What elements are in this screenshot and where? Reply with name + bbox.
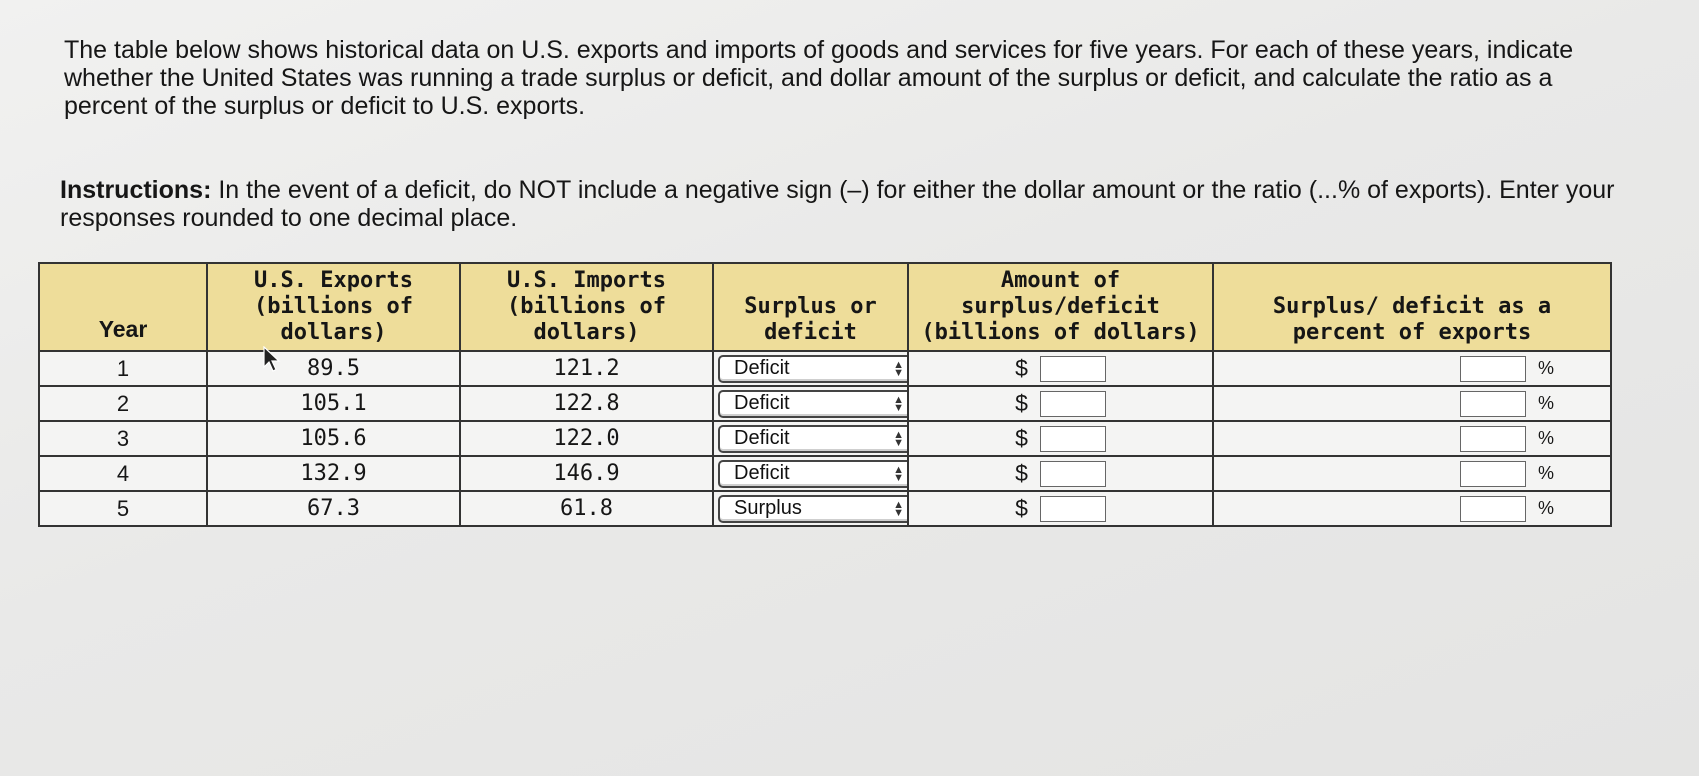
percent-sign: %: [1537, 428, 1554, 448]
amount-input[interactable]: [1039, 495, 1106, 522]
trade-table: Year U.S. Exports (billions of dollars) …: [38, 262, 1612, 527]
mouse-pointer-icon: [263, 346, 281, 372]
percent-cell: %: [1212, 350, 1612, 387]
percent-sign: %: [1537, 358, 1554, 378]
year-cell: 2: [38, 385, 208, 422]
surplus-deficit-select[interactable]: Deficit ▲ ▼: [718, 459, 914, 488]
percent-input[interactable]: [1459, 355, 1526, 382]
instructions-text: In the event of a deficit, do NOT includ…: [60, 176, 1615, 232]
exports-cell: 105.6: [206, 420, 461, 457]
imports-cell: 122.8: [459, 385, 714, 422]
percent-cell: %: [1212, 420, 1612, 457]
amount-cell: $: [907, 490, 1214, 527]
surplus-deficit-select[interactable]: Deficit ▲ ▼: [718, 389, 914, 418]
up-down-chevron-icon: ▲ ▼: [893, 393, 904, 414]
amount-cell: $: [907, 350, 1214, 387]
select-value: Deficit: [734, 427, 790, 449]
dollar-sign: $: [1015, 355, 1028, 381]
select-value: Surplus: [734, 497, 802, 519]
percent-input[interactable]: [1459, 390, 1526, 417]
table-row: 2 105.1 122.8 Deficit ▲ ▼ $: [38, 385, 1612, 422]
year-cell: 1: [38, 350, 208, 387]
up-down-chevron-icon: ▲ ▼: [893, 463, 904, 484]
percent-sign: %: [1537, 498, 1554, 518]
amount-input[interactable]: [1039, 460, 1106, 487]
instructions-label: Instructions:: [60, 176, 212, 204]
header-exports: U.S. Exports (billions of dollars): [206, 262, 461, 352]
up-down-chevron-icon: ▲ ▼: [893, 358, 904, 379]
exports-cell: 105.1: [206, 385, 461, 422]
amount-cell: $: [907, 420, 1214, 457]
selection-cell: Deficit ▲ ▼: [712, 455, 914, 492]
amount-input[interactable]: [1039, 425, 1106, 452]
header-year: Year: [38, 262, 208, 352]
year-cell: 4: [38, 455, 208, 492]
selection-cell: Deficit ▲ ▼: [712, 420, 914, 457]
question-intro: The table below shows historical data on…: [64, 36, 1574, 120]
select-value: Deficit: [734, 462, 790, 484]
dollar-sign: $: [1015, 460, 1028, 486]
dollar-sign: $: [1015, 425, 1028, 451]
select-value: Deficit: [734, 392, 790, 414]
exports-cell: 67.3: [206, 490, 461, 527]
percent-sign: %: [1537, 393, 1554, 413]
selection-cell: Deficit ▲ ▼: [712, 350, 914, 387]
year-cell: 3: [38, 420, 208, 457]
amount-cell: $: [907, 455, 1214, 492]
table-row: 5 67.3 61.8 Surplus ▲ ▼ $: [38, 490, 1612, 527]
amount-cell: $: [907, 385, 1214, 422]
selection-cell: Deficit ▲ ▼: [712, 385, 914, 422]
percent-sign: %: [1537, 463, 1554, 483]
amount-input[interactable]: [1039, 355, 1106, 382]
table-row: 1 89.5 121.2 Deficit ▲ ▼ $: [38, 350, 1612, 387]
up-down-chevron-icon: ▲ ▼: [893, 498, 904, 519]
header-percent: Surplus/ deficit as a percent of exports: [1212, 262, 1612, 352]
instructions: Instructions: In the event of a deficit,…: [60, 176, 1620, 232]
percent-input[interactable]: [1459, 495, 1526, 522]
dollar-sign: $: [1015, 390, 1028, 416]
header-amount: Amount of surplus/deficit (billions of d…: [907, 262, 1214, 352]
imports-cell: 146.9: [459, 455, 714, 492]
imports-cell: 121.2: [459, 350, 714, 387]
imports-cell: 61.8: [459, 490, 714, 527]
up-down-chevron-icon: ▲ ▼: [893, 428, 904, 449]
table-header-row: Year U.S. Exports (billions of dollars) …: [38, 262, 1612, 352]
select-value: Deficit: [734, 357, 790, 379]
surplus-deficit-select[interactable]: Surplus ▲ ▼: [718, 494, 914, 523]
table-row: 4 132.9 146.9 Deficit ▲ ▼ $: [38, 455, 1612, 492]
selection-cell: Surplus ▲ ▼: [712, 490, 914, 527]
percent-cell: %: [1212, 385, 1612, 422]
percent-cell: %: [1212, 490, 1612, 527]
percent-input[interactable]: [1459, 425, 1526, 452]
year-cell: 5: [38, 490, 208, 527]
surplus-deficit-select[interactable]: Deficit ▲ ▼: [718, 354, 914, 383]
exports-cell: 132.9: [206, 455, 461, 492]
imports-cell: 122.0: [459, 420, 714, 457]
percent-cell: %: [1212, 455, 1612, 492]
header-imports: U.S. Imports (billions of dollars): [459, 262, 714, 352]
table-row: 3 105.6 122.0 Deficit ▲ ▼ $: [38, 420, 1612, 457]
header-surplus-or-deficit: Surplus or deficit: [712, 262, 909, 352]
exports-cell: 89.5: [206, 350, 461, 387]
dollar-sign: $: [1015, 495, 1028, 521]
percent-input[interactable]: [1459, 460, 1526, 487]
surplus-deficit-select[interactable]: Deficit ▲ ▼: [718, 424, 914, 453]
amount-input[interactable]: [1039, 390, 1106, 417]
